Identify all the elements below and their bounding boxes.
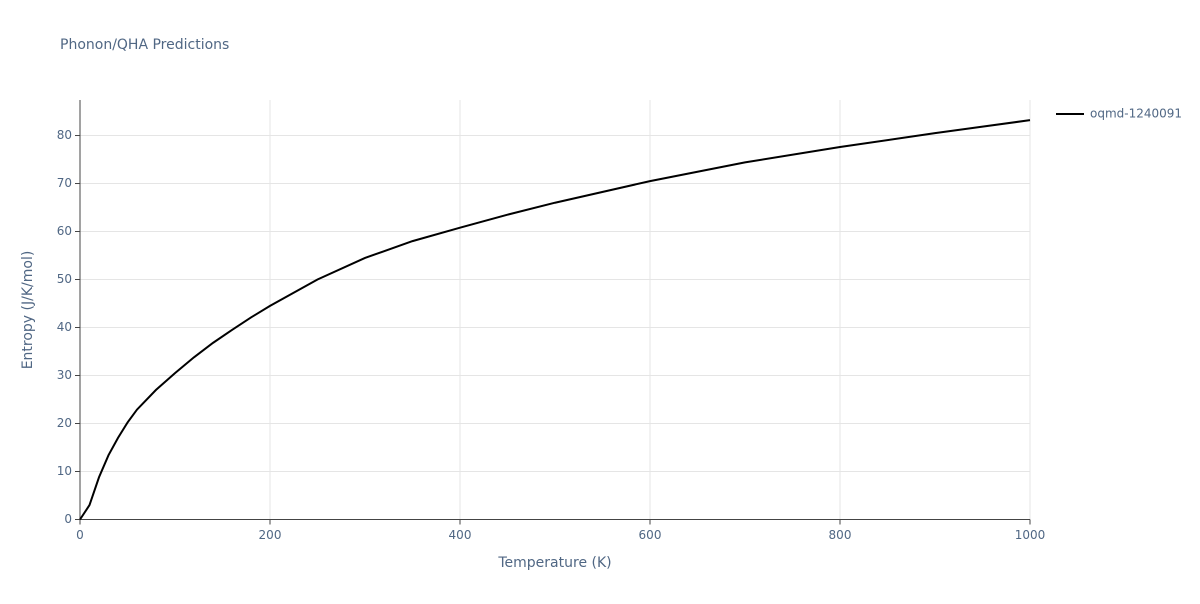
x-tick-label: 800 [829, 528, 852, 542]
legend-label: oqmd-1240091 [1090, 107, 1182, 121]
x-tick-label: 200 [259, 528, 282, 542]
y-tick-label: 60 [57, 224, 72, 238]
y-tick-label: 40 [57, 320, 72, 334]
y-tick-label: 80 [57, 128, 72, 142]
line-series [79, 119, 1031, 521]
y-tick-label: 0 [64, 512, 72, 526]
x-tick-label: 0 [76, 528, 84, 542]
y-axis-label: Entropy (J/K/mol) [20, 251, 36, 370]
y-tick-label: 20 [57, 416, 72, 430]
y-tick-label: 50 [57, 272, 72, 286]
chart-title: Phonon/QHA Predictions [60, 37, 229, 53]
x-tick-label: 1000 [1015, 528, 1046, 542]
x-tick-label: 600 [639, 528, 662, 542]
y-tick-label: 70 [57, 176, 72, 190]
y-tick-label: 10 [57, 464, 72, 478]
x-axis-label: Temperature (K) [497, 555, 611, 571]
y-tick-label: 30 [57, 368, 72, 382]
x-tick-label: 400 [449, 528, 472, 542]
